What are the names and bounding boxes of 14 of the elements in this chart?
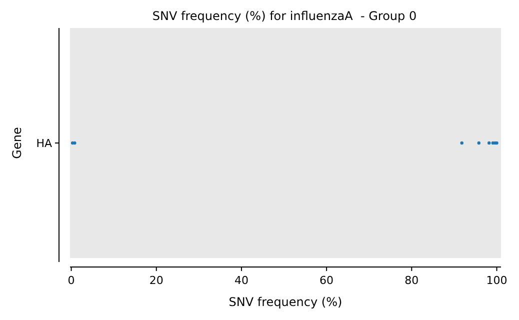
y-axis-title: Gene — [10, 127, 24, 159]
x-tick-label: 100 — [486, 274, 508, 287]
chart-title: SNV frequency (%) for influenzaA - Group 0 — [152, 9, 417, 23]
point — [477, 141, 480, 145]
point — [73, 141, 76, 145]
x-tick-label: 80 — [404, 274, 419, 287]
x-axis-title: SNV frequency (%) — [228, 295, 342, 309]
x-tick-label: 60 — [320, 274, 334, 287]
y-tick-label: HA — [36, 137, 52, 150]
point — [460, 141, 464, 145]
x-tick-label: 40 — [234, 274, 248, 287]
x-tick-label: 0 — [68, 274, 75, 287]
x-tick-label: 20 — [149, 274, 164, 287]
point — [487, 141, 491, 145]
